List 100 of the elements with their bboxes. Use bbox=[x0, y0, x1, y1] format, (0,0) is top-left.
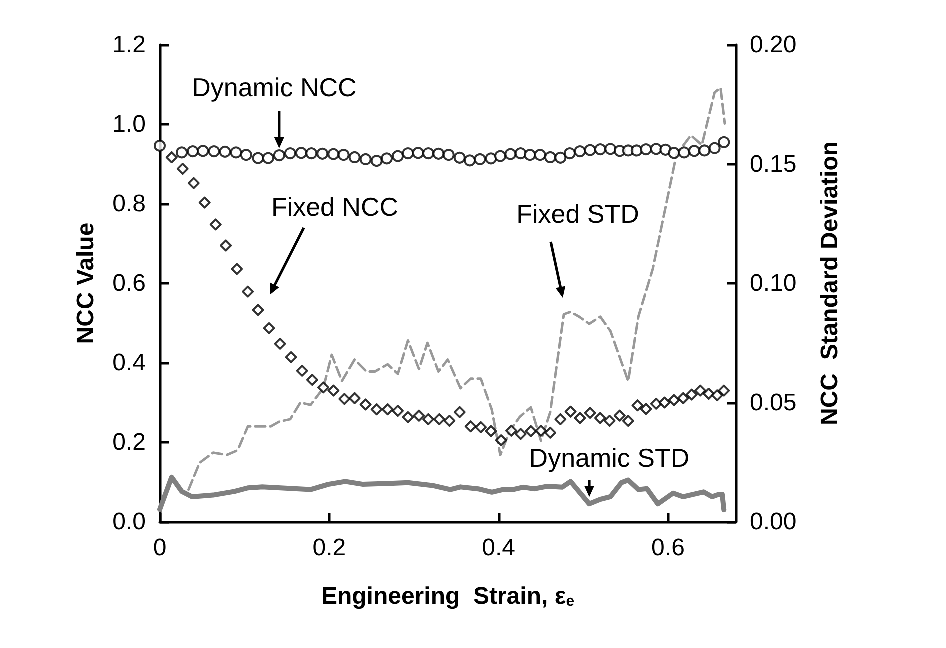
point bbox=[614, 410, 626, 422]
point bbox=[514, 148, 527, 160]
y2-tick-label: 0.20 bbox=[750, 32, 797, 58]
y2-tick-label: 0.15 bbox=[750, 150, 797, 178]
y-tick-label: 0.0 bbox=[112, 508, 146, 536]
point bbox=[166, 151, 178, 164]
point bbox=[230, 146, 242, 159]
point bbox=[328, 384, 340, 397]
point bbox=[274, 338, 286, 350]
point bbox=[454, 152, 466, 164]
point bbox=[525, 425, 538, 438]
point bbox=[444, 415, 456, 428]
point bbox=[273, 150, 286, 162]
point bbox=[574, 146, 586, 158]
point bbox=[688, 145, 700, 158]
x-tick-label: 0.4 bbox=[482, 534, 516, 562]
point bbox=[434, 413, 446, 426]
y-tick-label: 1.2 bbox=[112, 32, 146, 58]
point bbox=[285, 351, 298, 364]
point bbox=[594, 144, 606, 156]
point bbox=[640, 403, 652, 416]
x-tick-label: 0.6 bbox=[652, 534, 685, 562]
point bbox=[554, 152, 567, 164]
point bbox=[454, 406, 466, 418]
point bbox=[370, 404, 383, 416]
point bbox=[154, 140, 166, 152]
point bbox=[208, 146, 220, 158]
point bbox=[604, 415, 616, 428]
point bbox=[176, 163, 189, 176]
point bbox=[231, 263, 244, 276]
point bbox=[284, 148, 296, 160]
y-tick-label: 0.8 bbox=[112, 190, 146, 218]
point bbox=[504, 148, 517, 160]
point bbox=[317, 382, 330, 394]
y2-tick-label: 0.00 bbox=[750, 508, 797, 536]
point bbox=[686, 388, 698, 401]
point bbox=[554, 413, 567, 426]
point bbox=[219, 146, 232, 158]
point bbox=[584, 407, 596, 420]
point bbox=[708, 142, 721, 154]
point bbox=[338, 149, 350, 162]
point bbox=[640, 144, 652, 156]
point bbox=[296, 364, 308, 377]
point bbox=[650, 143, 662, 156]
point bbox=[328, 148, 340, 160]
point bbox=[262, 152, 274, 164]
point bbox=[422, 413, 435, 426]
point bbox=[187, 146, 200, 158]
point bbox=[402, 411, 414, 424]
y-tick-label: 0.6 bbox=[112, 270, 146, 297]
annotation: Fixed STD bbox=[516, 199, 640, 229]
point bbox=[422, 148, 435, 160]
point bbox=[718, 136, 730, 148]
point bbox=[495, 434, 508, 447]
y2-tick-label: 0.05 bbox=[750, 389, 797, 416]
point bbox=[485, 425, 498, 438]
point bbox=[316, 148, 329, 160]
x-axis-title: Engineering Strain, εe bbox=[321, 583, 575, 610]
point bbox=[475, 421, 488, 434]
point bbox=[197, 145, 210, 158]
point bbox=[474, 153, 486, 166]
point bbox=[348, 392, 361, 404]
x-tick-label: 0 bbox=[153, 534, 167, 562]
point bbox=[584, 144, 596, 156]
point bbox=[622, 415, 634, 428]
point bbox=[242, 286, 254, 298]
point bbox=[442, 149, 455, 162]
point bbox=[544, 151, 556, 164]
y-axis-title: NCC Value bbox=[72, 222, 100, 344]
point bbox=[711, 390, 724, 402]
point bbox=[176, 146, 188, 159]
point bbox=[668, 147, 680, 160]
point bbox=[295, 147, 308, 160]
annotation: Dynamic NCC bbox=[192, 72, 357, 103]
point bbox=[252, 152, 264, 164]
point bbox=[370, 155, 383, 168]
point bbox=[240, 149, 252, 162]
point bbox=[678, 146, 690, 159]
point bbox=[632, 400, 644, 412]
point bbox=[485, 152, 498, 165]
point bbox=[594, 412, 606, 424]
point bbox=[658, 396, 671, 409]
point bbox=[413, 410, 426, 422]
point bbox=[360, 398, 372, 411]
point bbox=[348, 151, 361, 164]
x-tick-label: 0.2 bbox=[312, 534, 346, 562]
point bbox=[402, 148, 414, 160]
point bbox=[188, 177, 200, 190]
point bbox=[494, 150, 507, 162]
point bbox=[464, 154, 476, 167]
point bbox=[392, 405, 404, 418]
point bbox=[392, 150, 404, 162]
annotation: Dynamic STD bbox=[529, 443, 690, 474]
point bbox=[650, 398, 662, 410]
point bbox=[306, 148, 318, 160]
point bbox=[432, 148, 445, 160]
point bbox=[677, 392, 690, 404]
point bbox=[198, 196, 211, 209]
point bbox=[694, 384, 706, 397]
point bbox=[702, 388, 715, 400]
